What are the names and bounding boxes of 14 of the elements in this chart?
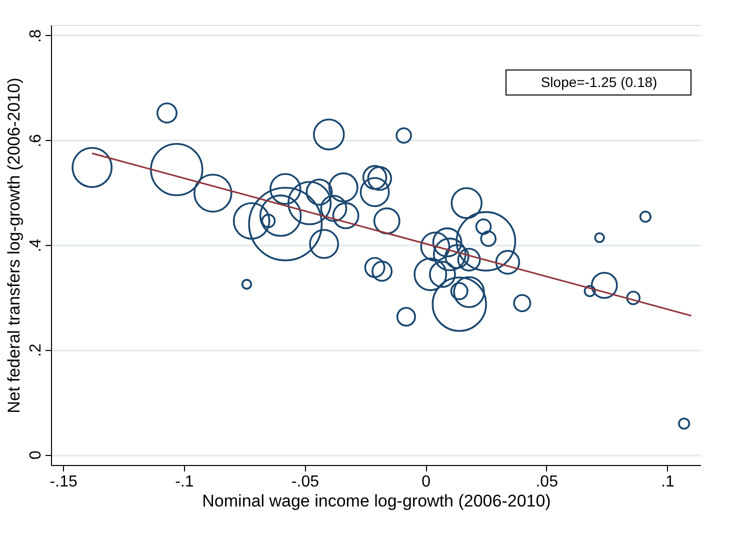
annotation: Slope=-1.25 (0.18)	[540, 74, 658, 90]
y-tick-label: .6	[28, 134, 44, 148]
y-tick-label: .2	[28, 343, 44, 357]
x-axis-title: Nominal wage income log-growth (2006-2010)	[202, 492, 551, 510]
y-axis-title: Net federal transfers log-growth (2006-2010)	[4, 78, 24, 414]
x-tick-label: -.05	[291, 474, 320, 490]
x-tick-label: -.1	[175, 474, 194, 490]
x-tick-label: 0	[422, 474, 431, 490]
y-tick-label: .8	[28, 29, 44, 43]
x-tick-label: .1	[661, 474, 674, 490]
x-tick-label: -.15	[50, 474, 78, 490]
x-tick-label: .05	[536, 474, 558, 490]
y-tick-label: .4	[28, 238, 44, 252]
y-tick-label: 0	[28, 450, 44, 460]
